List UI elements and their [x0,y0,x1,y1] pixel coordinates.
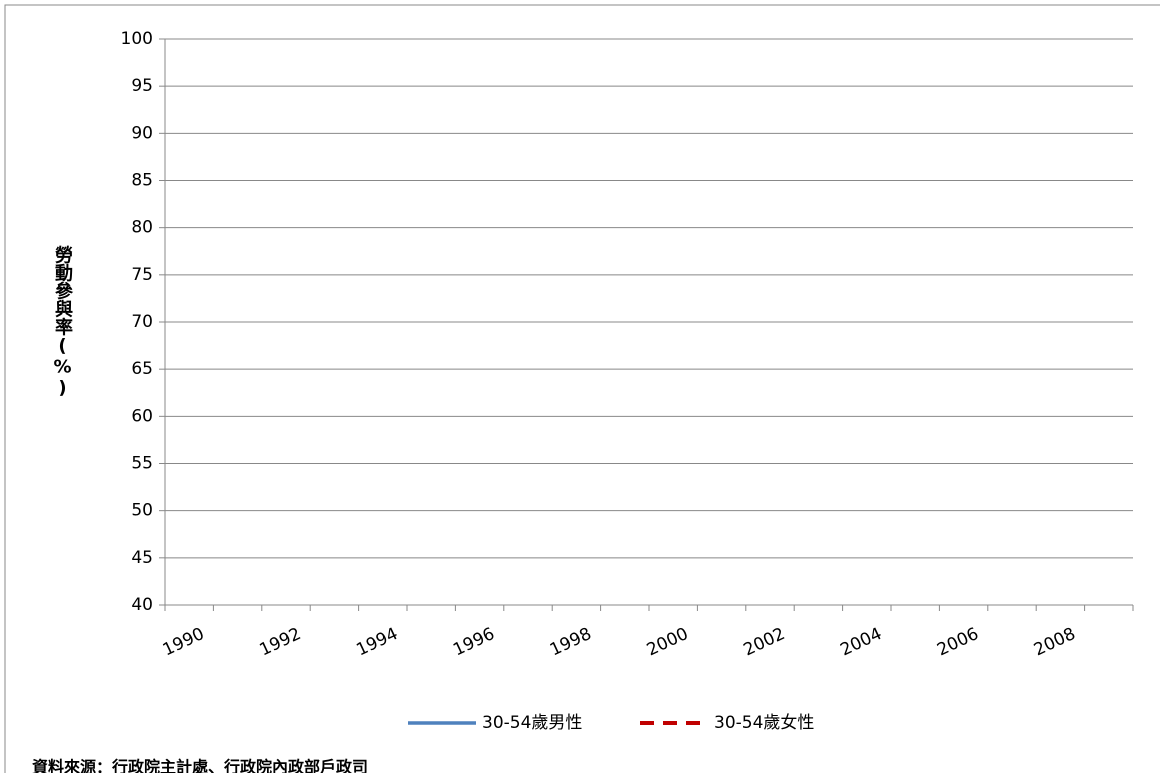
x-tick-label: 1994 [353,624,401,660]
y-tick-label: 70 [131,312,153,332]
x-tick-label: 2002 [741,624,789,660]
y-tick-label: 55 [131,454,153,474]
y-tick-label: 65 [131,359,153,379]
x-tick-label: 1998 [547,624,595,660]
legend-label: 30-54歲男性 [482,713,582,733]
y-tick-label: 80 [131,218,153,238]
y-tick-label: 85 [131,171,153,191]
x-tick-label: 2006 [934,624,982,660]
y-tick-label: 50 [131,501,153,521]
x-tick-label: 2004 [837,624,885,660]
x-tick-label: 2000 [644,624,692,660]
source-note: 資料來源：行政院主計處、行政院內政部戶政司 [32,758,368,773]
y-tick-label: 95 [131,76,153,96]
x-tick-label: 2008 [1031,624,1079,660]
y-axis-label: 勞動參與率(%) [52,244,73,398]
x-tick-label: 1996 [450,624,498,660]
y-tick-label: 90 [131,123,153,143]
x-tick-label: 1990 [160,624,208,660]
x-tick-label: 1992 [257,624,305,660]
chart-frame [4,4,1160,773]
y-tick-label: 100 [121,29,153,49]
y-tick-label: 60 [131,406,153,426]
legend-label: 30-54歲女性 [714,713,814,733]
y-tick-label: 75 [131,265,153,285]
y-tick-label: 40 [131,595,153,615]
y-tick-label: 45 [131,548,153,568]
